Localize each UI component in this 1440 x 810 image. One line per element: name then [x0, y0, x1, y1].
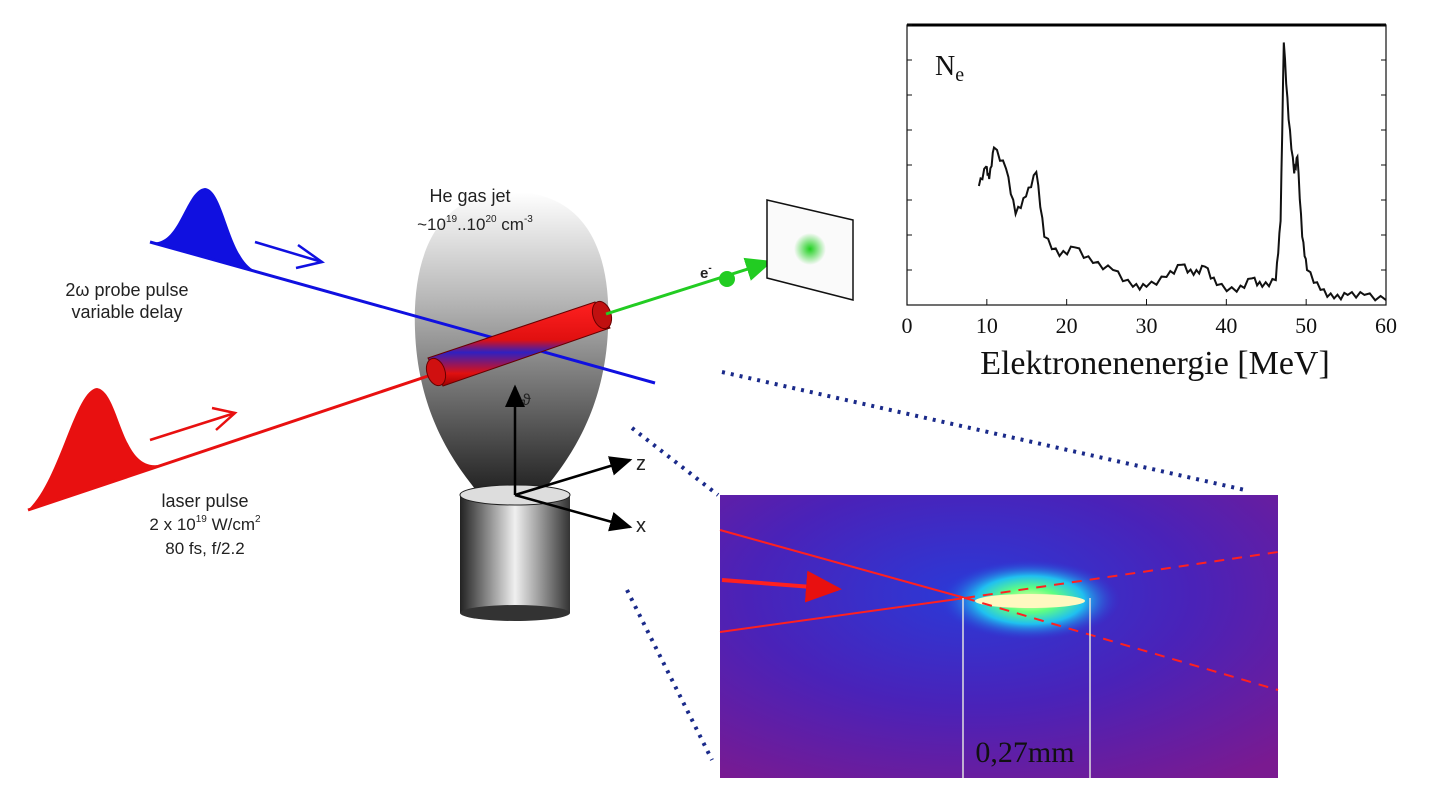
chart-ylabel: Ne — [935, 51, 964, 86]
zoom-guide-lines — [625, 370, 1246, 761]
x-tick-label: 10 — [976, 313, 998, 338]
axis-label-z: z — [636, 453, 646, 475]
detector-screen — [766, 199, 854, 301]
laser-label-line2: 2 x 1019 W/cm2 — [149, 514, 261, 534]
gas-jet-density: ~1019..1020 cm-3 — [417, 214, 533, 234]
axis-label-x: x — [636, 515, 646, 537]
x-tick-label: 20 — [1056, 313, 1078, 338]
laser-pulse-shape — [28, 388, 158, 510]
laser-label-line3: 80 fs, f/2.2 — [165, 539, 244, 558]
spectrum-line — [977, 42, 1387, 302]
x-tick-label: 50 — [1295, 313, 1317, 338]
laser-label-line1: laser pulse — [161, 491, 248, 511]
plasma-channel-cylinder — [425, 300, 613, 387]
laser-direction-arrow-icon — [149, 406, 238, 442]
gas-nozzle — [459, 484, 571, 621]
plasma-image-inset: 0,27mm — [719, 495, 1279, 778]
electron-dot — [719, 271, 735, 287]
electron-label: e- — [700, 263, 712, 282]
probe-direction-arrow-icon — [254, 240, 325, 270]
electron-beam-arrow — [605, 257, 773, 316]
x-tick-label: 60 — [1375, 313, 1397, 338]
x-tick-label: 30 — [1136, 313, 1158, 338]
gas-jet-label: He gas jet — [429, 186, 510, 206]
coordinate-axes — [505, 384, 633, 532]
probe-label-line2: variable delay — [71, 302, 182, 322]
axis-label-theta: ϑ — [522, 392, 531, 409]
x-tick-label: 40 — [1215, 313, 1237, 338]
probe-pulse-shape — [150, 188, 258, 272]
probe-label-line1: 2ω probe pulse — [65, 280, 188, 300]
probe-beam — [149, 240, 656, 385]
electron-spectrum-chart: Ne 0 10 20 30 40 50 60 Elektronenenergie [MeV] — [902, 23, 1397, 382]
laser-beam — [27, 370, 441, 512]
chart-frame — [906, 24, 1387, 306]
laser-direction-arrow-icon — [721, 570, 842, 603]
chart-xlabel: Elektronenenergie [MeV] — [980, 345, 1330, 382]
x-tick-label: 0 — [902, 313, 913, 338]
scale-label: 0,27mm — [975, 736, 1074, 769]
